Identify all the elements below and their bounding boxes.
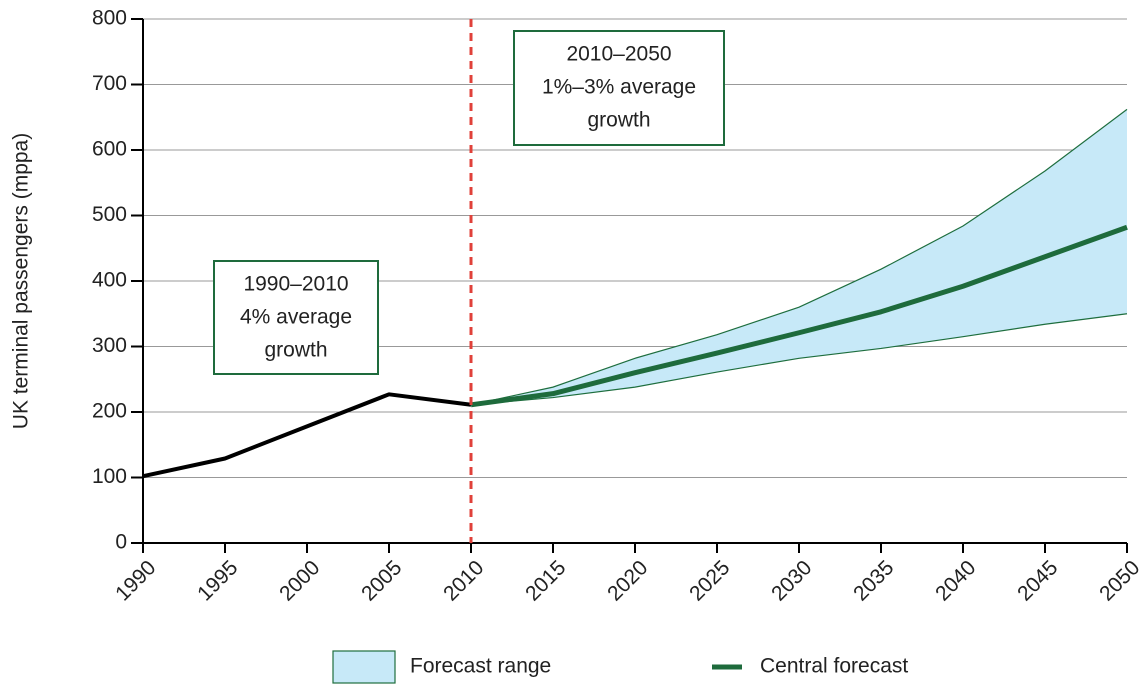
central-line [470, 224, 1128, 408]
band-edge [470, 313, 1128, 406]
y-tick-label: 700 [92, 72, 127, 95]
annotation-text: growth [264, 339, 327, 362]
legend-label: Forecast range [410, 655, 551, 678]
history-line [142, 392, 472, 479]
band-edge [470, 108, 1128, 406]
annotation-box [213, 260, 379, 375]
x-tick-label: 2005 [357, 556, 406, 605]
y-tick-label: 400 [92, 269, 127, 292]
y-tick-label: 600 [92, 138, 127, 161]
y-axis-label: UK terminal passengers (mppa) [10, 133, 33, 429]
x-tick-label: 1995 [193, 556, 242, 605]
y-tick-label: 100 [92, 465, 127, 488]
y-tick-label: 500 [92, 203, 127, 226]
legend-swatch [332, 650, 396, 684]
y-tick-label: 0 [115, 531, 127, 554]
y-tick-label: 200 [92, 400, 127, 423]
x-tick-label: 2030 [767, 556, 816, 605]
x-tick-label: 2015 [521, 556, 570, 605]
x-tick-label: 1990 [111, 556, 160, 605]
annotation-box [513, 30, 725, 146]
legend-label: Central forecast [760, 655, 908, 678]
annotation-text: growth [587, 109, 650, 132]
x-tick-label: 2045 [1013, 556, 1062, 605]
x-tick-label: 2010 [439, 556, 488, 605]
annotation-text: 1%–3% average [542, 76, 696, 99]
forecast-band [471, 109, 1127, 405]
x-tick-label: 2040 [931, 556, 980, 605]
y-tick-label: 800 [92, 7, 127, 30]
annotation-text: 2010–2050 [566, 43, 671, 66]
x-tick-label: 2050 [1095, 556, 1140, 605]
annotation-text: 4% average [240, 306, 352, 329]
x-tick-label: 2035 [849, 556, 898, 605]
annotation-text: 1990–2010 [243, 273, 348, 296]
x-tick-label: 2020 [603, 556, 652, 605]
x-tick-label: 2000 [275, 556, 324, 605]
y-tick-label: 300 [92, 334, 127, 357]
x-tick-label: 2025 [685, 556, 734, 605]
